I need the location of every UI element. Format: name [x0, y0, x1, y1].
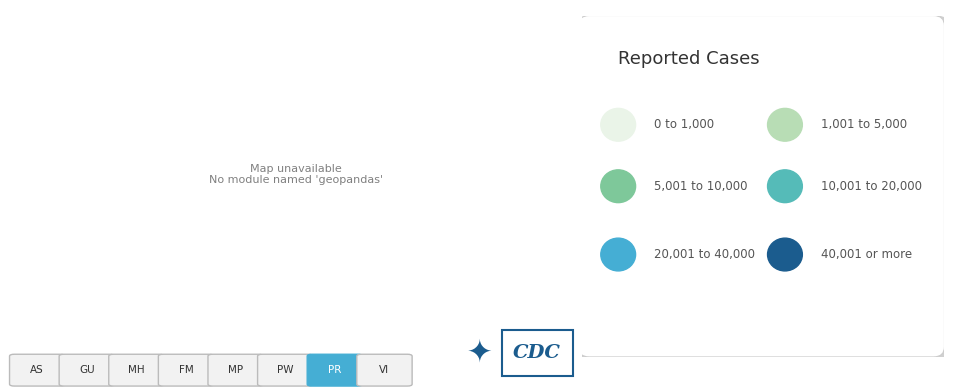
Text: 10,001 to 20,000: 10,001 to 20,000: [821, 180, 922, 193]
Text: 1,001 to 5,000: 1,001 to 5,000: [821, 118, 906, 131]
Text: 20,001 to 40,000: 20,001 to 40,000: [654, 248, 755, 261]
Circle shape: [767, 238, 801, 271]
Text: Reported Cases: Reported Cases: [618, 50, 759, 68]
FancyBboxPatch shape: [578, 16, 947, 364]
Circle shape: [600, 108, 635, 141]
Text: PW: PW: [276, 365, 294, 375]
Text: GU: GU: [79, 365, 94, 375]
Text: AS: AS: [30, 365, 44, 375]
Text: MH: MH: [128, 365, 145, 375]
FancyBboxPatch shape: [578, 16, 943, 357]
Text: 5,001 to 10,000: 5,001 to 10,000: [654, 180, 747, 193]
Text: MP: MP: [228, 365, 243, 375]
Circle shape: [600, 238, 635, 271]
Text: ✦: ✦: [467, 339, 492, 367]
FancyBboxPatch shape: [501, 330, 572, 376]
Text: PR: PR: [328, 365, 341, 375]
Text: VI: VI: [379, 365, 389, 375]
Text: 0 to 1,000: 0 to 1,000: [654, 118, 714, 131]
Circle shape: [767, 170, 801, 203]
Text: Map unavailable
No module named 'geopandas': Map unavailable No module named 'geopand…: [209, 164, 382, 185]
Text: 40,001 or more: 40,001 or more: [821, 248, 911, 261]
Text: CDC: CDC: [513, 344, 560, 362]
Text: FM: FM: [178, 365, 193, 375]
Circle shape: [767, 108, 801, 141]
Circle shape: [600, 170, 635, 203]
